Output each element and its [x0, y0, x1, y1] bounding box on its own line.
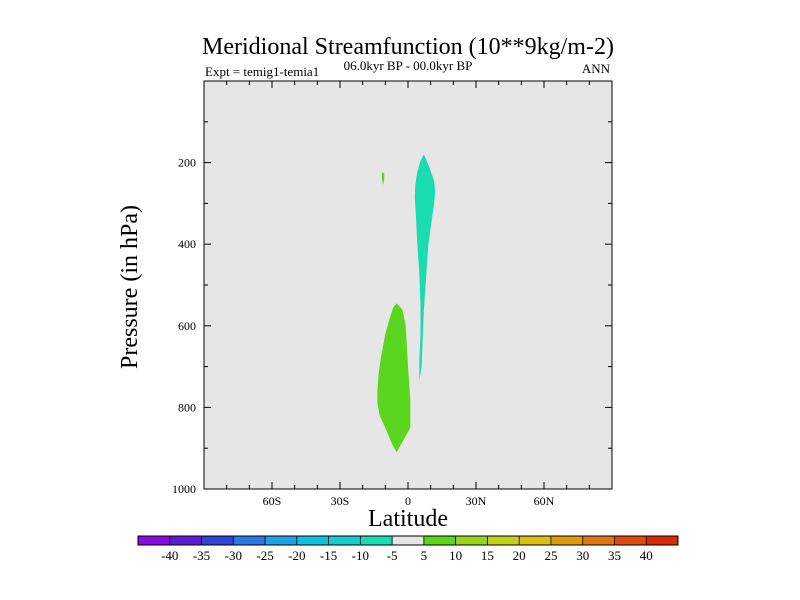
colorbar-swatch: [550, 536, 583, 545]
colorbar-label: 10: [449, 548, 462, 563]
x-tick-label: 60S: [263, 494, 282, 508]
y-tick-label: 400: [178, 237, 196, 251]
colorbar-swatch: [392, 536, 425, 545]
colorbar-swatch: [487, 536, 520, 545]
colorbar-swatch: [360, 536, 393, 545]
contour-regions: [377, 154, 436, 453]
experiment-label: Expt = temig1-temia1: [205, 64, 319, 79]
colorbar-swatch: [519, 536, 552, 545]
colorbar-swatch: [646, 536, 679, 545]
colorbar-swatch: [582, 536, 615, 545]
colorbar-label: 30: [576, 548, 589, 563]
colorbar-label: 35: [608, 548, 621, 563]
x-tick-label: 30N: [466, 494, 487, 508]
y-tick-label: 800: [178, 400, 196, 414]
y-tick-label: 200: [178, 156, 196, 170]
contour-region-negative-cell-upper: [414, 154, 436, 381]
colorbar-label: -10: [352, 548, 369, 563]
colorbar-swatch: [233, 536, 266, 545]
y-axis: 200 400 600 800 1000: [172, 121, 612, 496]
colorbar-swatch: [455, 536, 488, 545]
colorbar-frame: [137, 535, 679, 546]
colorbar-swatch: [614, 536, 647, 545]
colorbar-label: -5: [387, 548, 398, 563]
colorbar-label: 5: [421, 548, 428, 563]
chart-title: Meridional Streamfunction (10**9kg/m-2): [202, 34, 614, 60]
colorbar-label: 15: [481, 548, 494, 563]
colorbar-swatch: [265, 536, 298, 545]
x-axis-label: Latitude: [368, 506, 448, 532]
colorbar-label: -20: [288, 548, 305, 563]
chart-subtitle: 06.0kyr BP - 00.0kyr BP: [344, 58, 473, 73]
colorbar-swatch: [201, 536, 234, 545]
x-tick-label: 30S: [331, 494, 350, 508]
colorbar-label: -40: [161, 548, 178, 563]
colorbar-swatch: [169, 536, 202, 545]
colorbar: -40 -35 -30 -25 -20 -15 -10 -5 5 10 15 20 25 30 35 40: [137, 535, 679, 563]
colorbar-swatch: [423, 536, 456, 545]
x-tick-label: 0: [405, 494, 411, 508]
colorbar-label: -30: [225, 548, 242, 563]
colorbar-swatch: [296, 536, 329, 545]
colorbar-label: 20: [513, 548, 526, 563]
colorbar-swatch: [328, 536, 361, 545]
contour-region-positive-cell-lower: [377, 303, 411, 453]
colorbar-label: -15: [320, 548, 337, 563]
y-tick-label: 1000: [172, 482, 196, 496]
colorbar-label: 25: [544, 548, 557, 563]
y-axis-label: Pressure (in hPa): [117, 205, 143, 369]
y-tick-label: 600: [178, 319, 196, 333]
colorbar-label: 40: [640, 548, 653, 563]
colorbar-swatch: [138, 536, 171, 545]
colorbar-label: -35: [193, 548, 210, 563]
contour-region-positive-cell-small: [381, 172, 385, 185]
colorbar-label: -25: [256, 548, 273, 563]
season-label: ANN: [582, 61, 611, 76]
x-axis: 60S 30S 0 30N 60N: [226, 81, 590, 508]
x-tick-label: 60N: [534, 494, 555, 508]
